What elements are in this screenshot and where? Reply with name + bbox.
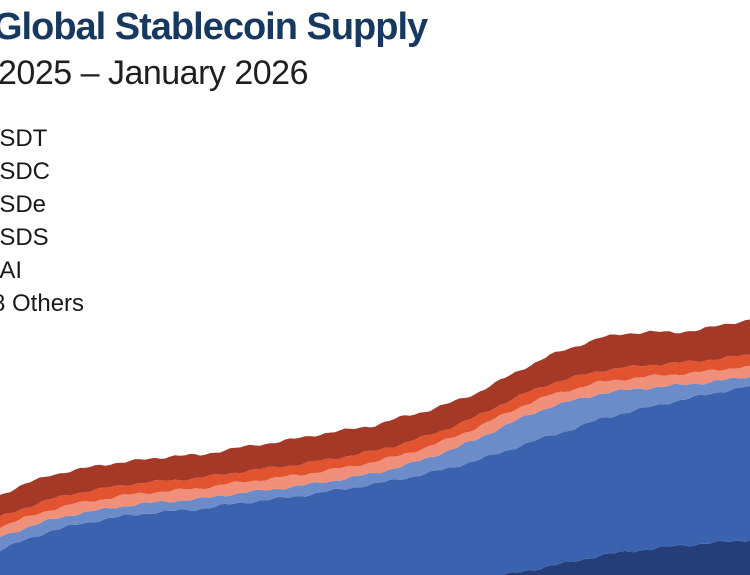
area-usdc (0, 385, 750, 575)
area-usdt (503, 540, 750, 575)
chart-subtitle: 2025 – January 2026 (0, 54, 308, 92)
legend-item-dai: DAI (0, 257, 23, 284)
area-dai (0, 354, 750, 529)
legend-item-usds: USDS (0, 224, 49, 251)
legend-item-usde: USDe (0, 191, 47, 218)
chart-title: Global Stablecoin Supply (0, 6, 428, 48)
area-usde (0, 376, 750, 551)
chart-legend: USDT USDC USDe USDS DAI 8 Others (0, 122, 84, 320)
area-others (0, 319, 750, 516)
area-usds (0, 365, 750, 537)
legend-item-others: 8 Others (0, 290, 85, 317)
legend-item-usdt: USDT (0, 125, 48, 152)
legend-item-usdc: USDC (0, 158, 51, 185)
